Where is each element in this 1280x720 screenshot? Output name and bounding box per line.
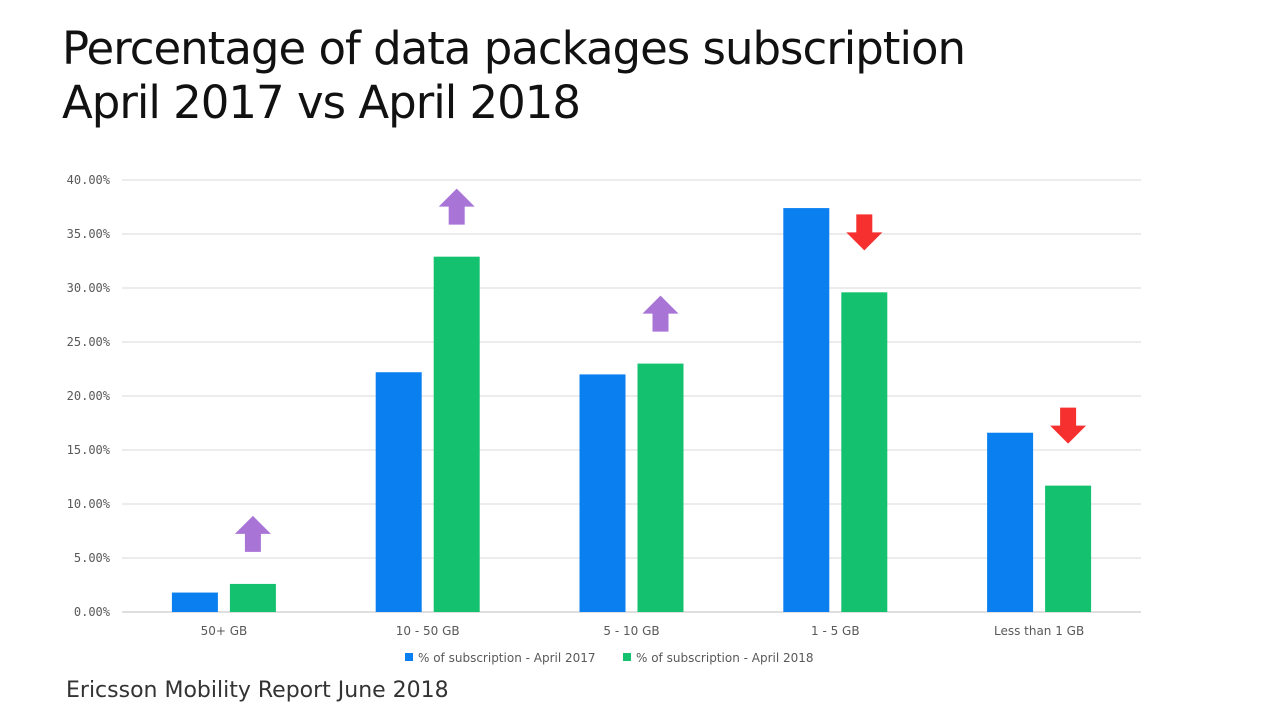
arrow-up-icon bbox=[438, 188, 475, 225]
bar-2018 bbox=[841, 292, 888, 612]
arrow-up-icon bbox=[234, 515, 271, 552]
arrow-up-icon bbox=[642, 295, 679, 332]
legend-label-2018: % of subscription - April 2018 bbox=[636, 651, 814, 665]
bar-2017 bbox=[579, 374, 626, 612]
bar-2017 bbox=[783, 208, 830, 612]
arrow-down-icon bbox=[1050, 407, 1087, 444]
source-footer: Ericsson Mobility Report June 2018 bbox=[66, 678, 449, 703]
bar-2017 bbox=[987, 432, 1034, 612]
y-tick-label: 35.00% bbox=[67, 227, 111, 241]
y-tick-label: 25.00% bbox=[67, 335, 111, 349]
y-tick-label: 10.00% bbox=[67, 497, 111, 511]
x-tick-label: 1 - 5 GB bbox=[811, 624, 860, 638]
y-tick-label: 0.00% bbox=[74, 605, 111, 619]
x-tick-label: Less than 1 GB bbox=[994, 624, 1084, 638]
bar-2018 bbox=[1045, 485, 1092, 612]
chart-title-line-2: April 2017 vs April 2018 bbox=[62, 76, 581, 129]
y-tick-label: 30.00% bbox=[67, 281, 111, 295]
chart-title-line-1: Percentage of data packages subscription bbox=[62, 22, 966, 75]
y-tick-label: 20.00% bbox=[67, 389, 111, 403]
bar-2018 bbox=[433, 256, 480, 612]
bar-2018 bbox=[229, 583, 276, 612]
y-tick-label: 40.00% bbox=[67, 173, 111, 187]
bar-2017 bbox=[171, 592, 218, 612]
chart-title: Percentage of data packages subscription… bbox=[62, 22, 966, 130]
y-tick-label: 5.00% bbox=[74, 551, 111, 565]
legend-swatch-2017 bbox=[405, 653, 413, 661]
legend-swatch-2018 bbox=[623, 653, 631, 661]
x-tick-label: 5 - 10 GB bbox=[603, 624, 659, 638]
x-tick-label: 10 - 50 GB bbox=[396, 624, 460, 638]
y-tick-label: 15.00% bbox=[67, 443, 111, 457]
bar-2018 bbox=[637, 363, 684, 612]
legend-label-2017: % of subscription - April 2017 bbox=[418, 651, 596, 665]
bar-2017 bbox=[375, 372, 422, 612]
x-tick-label: 50+ GB bbox=[201, 624, 248, 638]
arrow-down-icon bbox=[846, 214, 883, 251]
